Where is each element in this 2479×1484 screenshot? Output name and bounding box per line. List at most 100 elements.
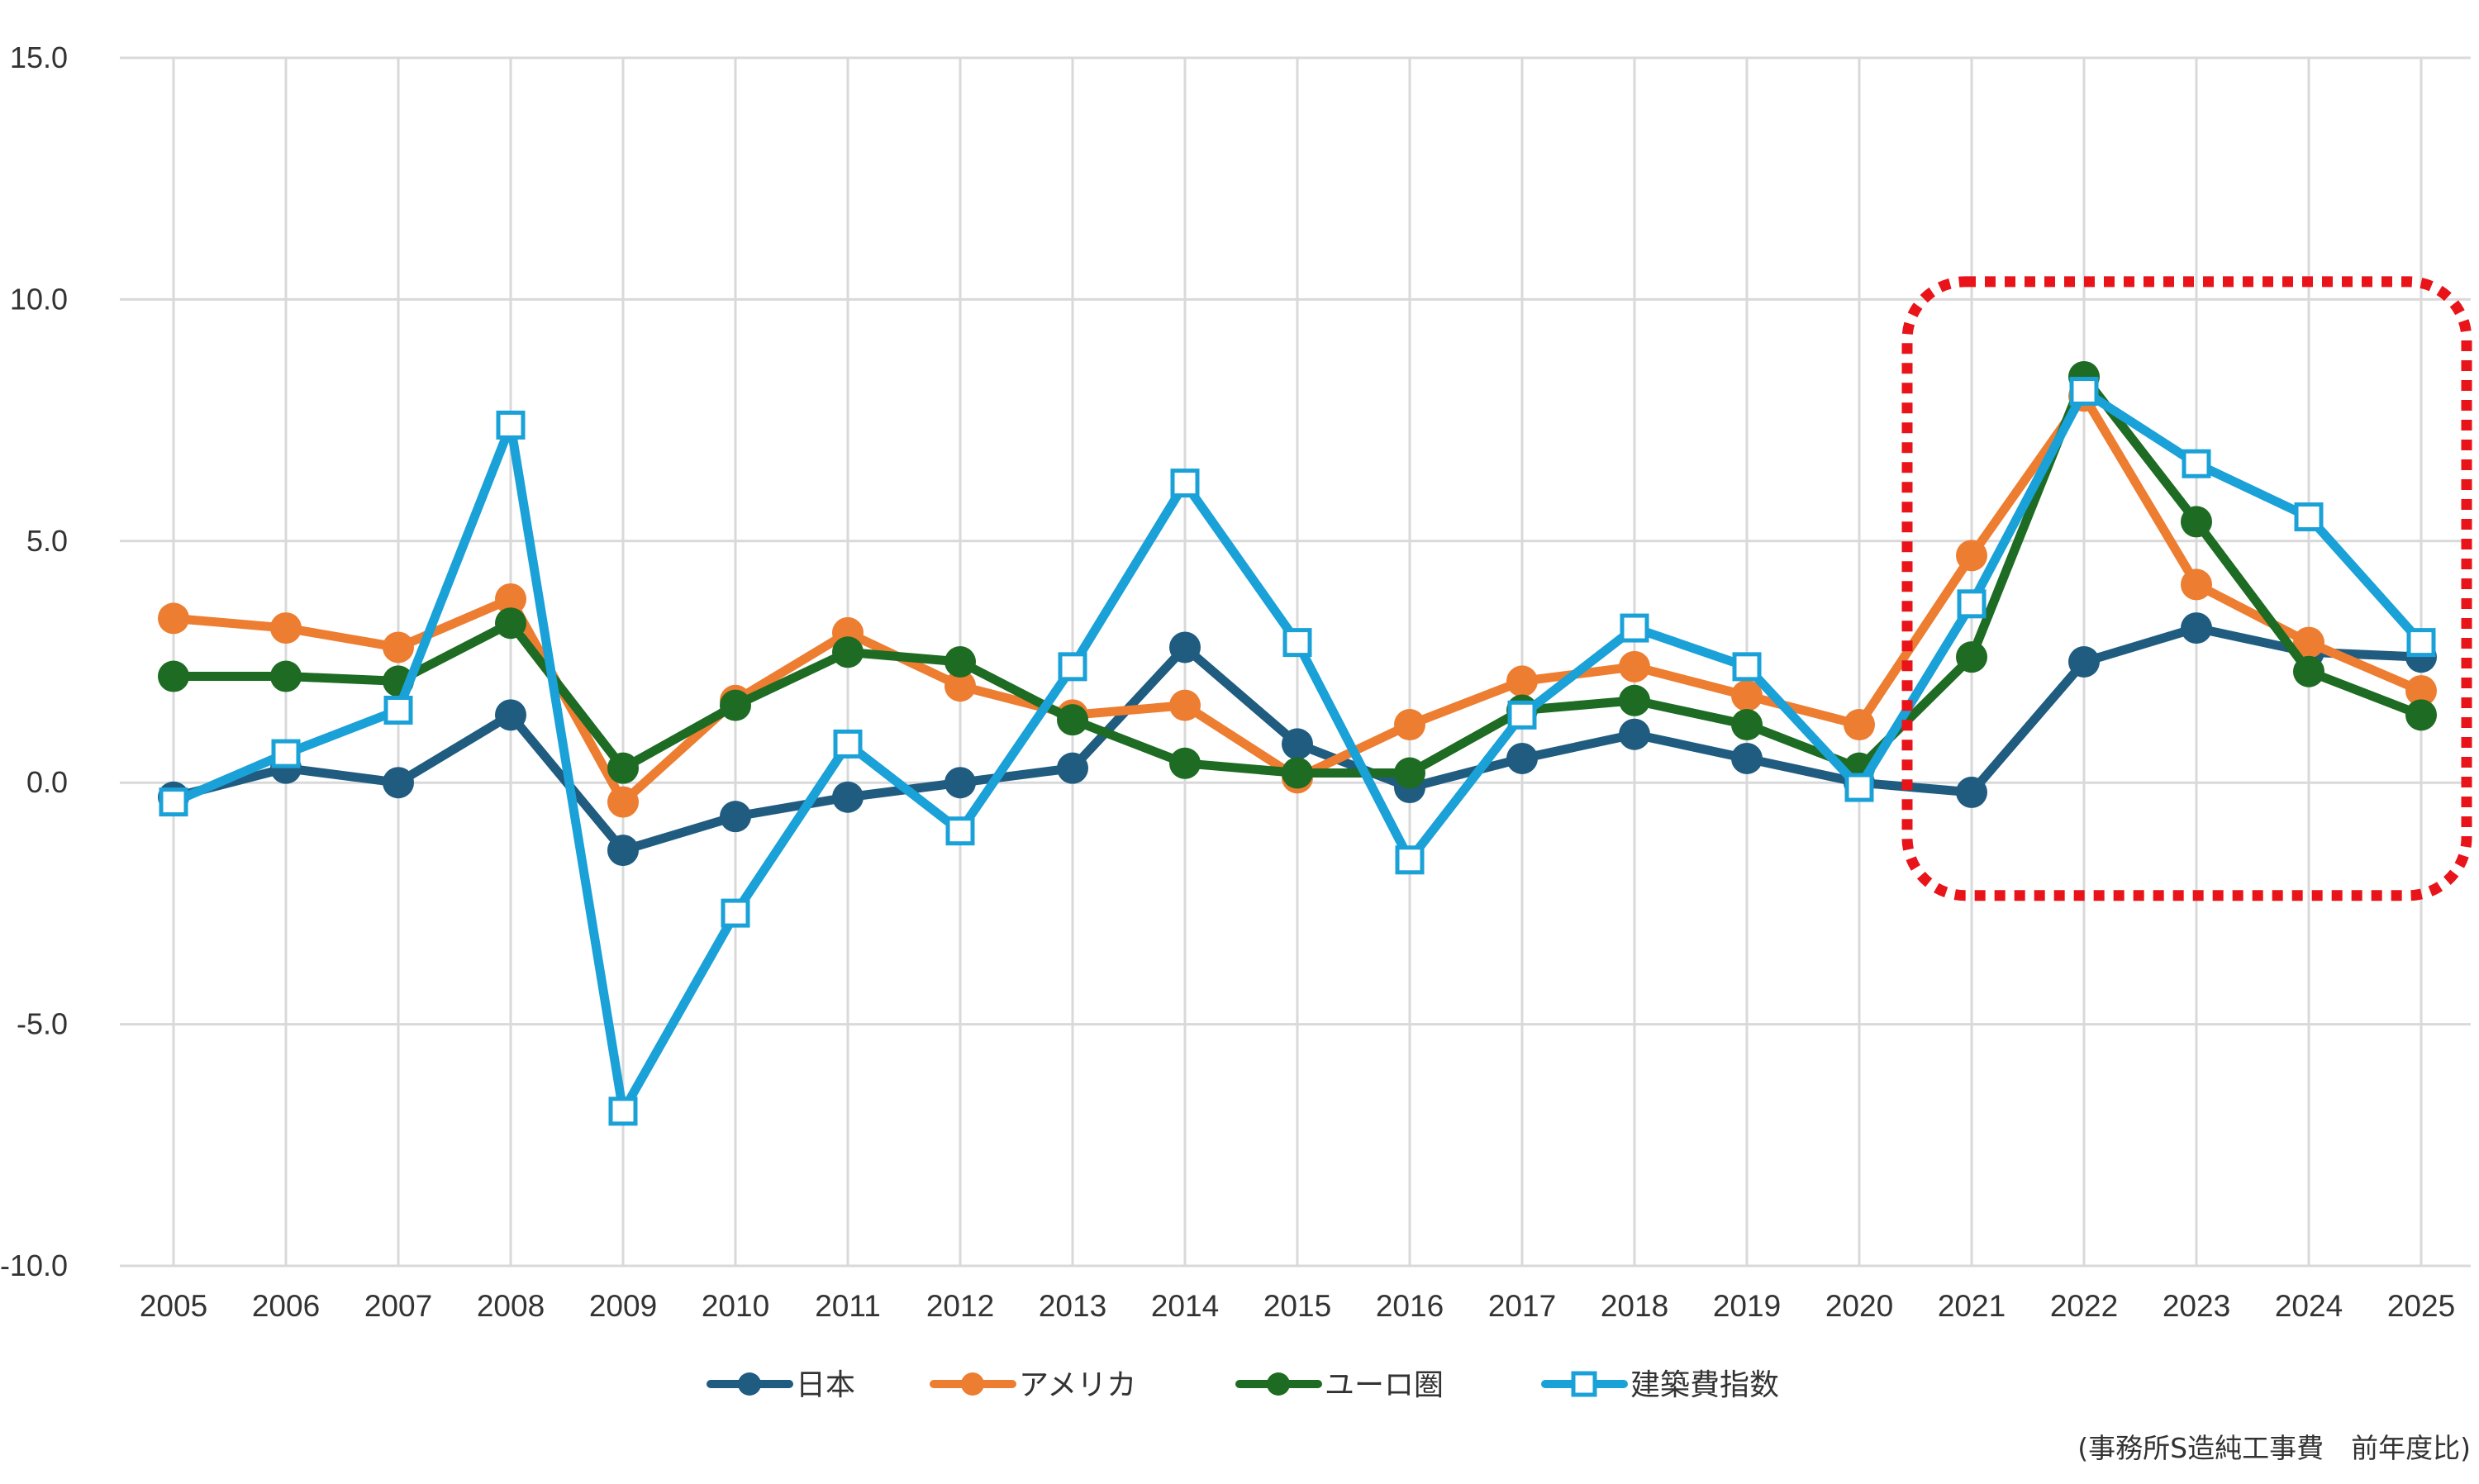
legend-marker-square (1571, 1371, 1597, 1397)
data-point (270, 660, 302, 692)
data-point (1844, 709, 1875, 741)
y-tick-label: -5.0 (17, 1007, 68, 1041)
data-point (1731, 709, 1763, 741)
data-point (2405, 675, 2437, 707)
x-tick-label: 2011 (815, 1289, 881, 1323)
data-point (495, 699, 526, 731)
data-point-square (1957, 589, 1987, 619)
data-point-square (383, 695, 413, 725)
data-point (1619, 684, 1650, 716)
data-point (1956, 641, 1987, 673)
x-tick-label: 2009 (589, 1289, 657, 1323)
data-point (1506, 742, 1538, 774)
x-tick-label: 2020 (1825, 1289, 1893, 1323)
x-tick-label: 2023 (2163, 1289, 2230, 1323)
data-point (1956, 776, 1987, 808)
data-point (1394, 709, 1425, 741)
data-point (495, 607, 526, 640)
data-point (1731, 679, 1763, 711)
data-point (720, 689, 751, 721)
data-point-square (2182, 449, 2211, 478)
data-point-square (608, 1096, 638, 1126)
y-tick-label: -10.0 (0, 1249, 68, 1282)
legend-label: 建築費指数 (1630, 1368, 1779, 1402)
data-point (944, 767, 976, 799)
data-point (1731, 742, 1763, 774)
data-point (1057, 704, 1088, 736)
x-tick-label: 2017 (1488, 1289, 1556, 1323)
legend-label: 日本 (796, 1368, 855, 1402)
data-point (2405, 699, 2437, 731)
data-point-square (159, 787, 188, 817)
data-point (495, 583, 526, 615)
data-point (383, 767, 414, 799)
data-point (270, 612, 302, 644)
data-point-square (1620, 613, 1649, 643)
x-tick-label: 2024 (2275, 1289, 2343, 1323)
data-point-square (1170, 469, 1200, 498)
data-point (832, 781, 864, 813)
data-point-square (833, 729, 863, 759)
data-point (2293, 655, 2324, 687)
data-point (1282, 728, 1313, 760)
data-point-square (1395, 845, 1425, 875)
y-tick-label: 5.0 (26, 524, 68, 558)
data-point-square (2069, 377, 2099, 407)
x-tick-label: 2019 (1713, 1289, 1781, 1323)
data-point (158, 660, 189, 692)
data-point-square (1058, 652, 1087, 682)
x-tick-label: 2007 (364, 1289, 432, 1323)
data-point (2181, 506, 2212, 538)
highlight-layer (1901, 276, 2472, 901)
data-point (607, 835, 639, 867)
x-tick-label: 2014 (1151, 1289, 1219, 1323)
y-tick-label: 10.0 (10, 282, 68, 316)
data-point (2181, 568, 2212, 601)
data-point (607, 752, 639, 784)
x-tick-label: 2021 (1938, 1289, 2006, 1323)
x-tick-label: 2015 (1263, 1289, 1331, 1323)
data-point-square (721, 898, 750, 928)
highlight-box (1901, 276, 2472, 901)
x-tick-label: 2016 (1376, 1289, 1444, 1323)
x-axis-ticks: 2005 2006 2007 2008 2009 2010 2011 2012 2013 2014… (140, 1289, 2455, 1323)
data-point (944, 646, 976, 678)
data-point-square (496, 410, 526, 440)
legend-marker (1267, 1372, 1290, 1396)
data-point (1169, 689, 1201, 721)
data-point-square (945, 816, 975, 846)
x-tick-label: 2008 (477, 1289, 545, 1323)
data-point-square (1844, 773, 1874, 802)
data-point (832, 636, 864, 668)
x-tick-label: 2025 (2387, 1289, 2455, 1323)
data-point-square (1507, 700, 1537, 730)
data-point (1394, 757, 1425, 789)
legend-label: ユーロ圏 (1325, 1368, 1444, 1402)
y-axis-ticks: 15.0 10.0 5.0 0.0 -5.0 -10.0 (0, 40, 68, 1282)
legend-marker (961, 1372, 984, 1396)
data-point (720, 801, 751, 833)
data-point (1506, 665, 1538, 697)
data-point-square (271, 739, 301, 768)
series-layer (158, 360, 2437, 1126)
x-tick-label: 2006 (252, 1289, 320, 1323)
data-point (1282, 757, 1313, 789)
y-tick-label: 15.0 (10, 40, 68, 74)
data-point (1169, 747, 1201, 779)
data-point-square (1282, 628, 1312, 658)
data-point (2293, 626, 2324, 659)
legend-label: アメリカ (1019, 1368, 1136, 1402)
data-point (1619, 718, 1650, 750)
x-tick-label: 2012 (926, 1289, 994, 1323)
data-point (1057, 752, 1088, 784)
data-point (2181, 612, 2212, 644)
x-tick-label: 2018 (1601, 1289, 1668, 1323)
data-point (158, 602, 189, 635)
data-point (1956, 540, 1987, 572)
data-point-square (2406, 628, 2436, 658)
data-point-square (2294, 502, 2324, 532)
data-point (2068, 646, 2100, 678)
data-point-square (1732, 652, 1762, 682)
y-tick-label: 0.0 (26, 765, 68, 799)
